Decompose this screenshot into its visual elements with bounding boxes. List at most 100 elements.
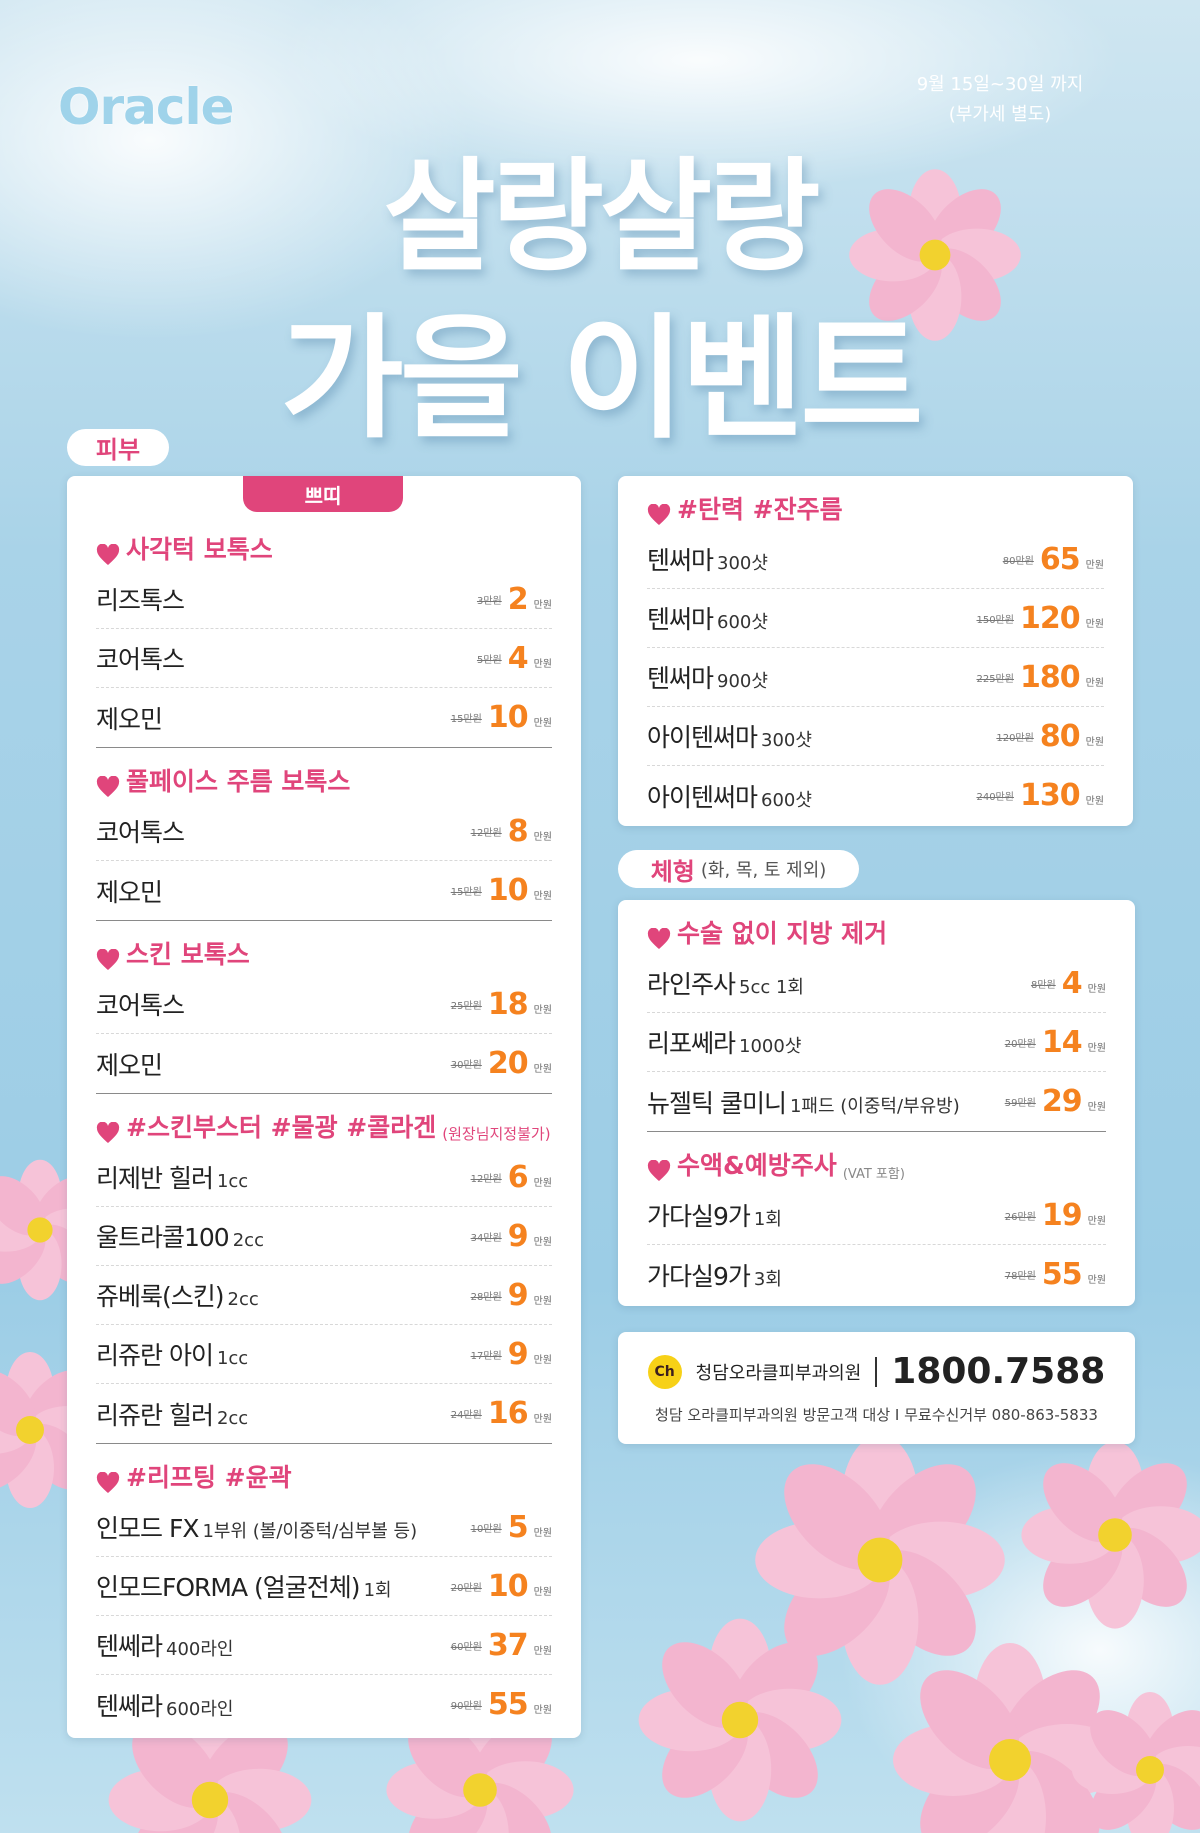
original-price: 26만원 [1004, 1211, 1036, 1223]
pricing: 25만원 18 만원 [451, 987, 552, 1022]
item-name: 제오민 [96, 1050, 163, 1080]
group: 수액&예방주사 (VAT 포함) 가다실9가 1회 26만원 19 만원 가다실9가 3회 78만… [647, 1132, 1106, 1304]
item: 텐써마 600샷 [647, 600, 768, 636]
item: 제오민 [96, 1046, 163, 1082]
group: 스킨 보톡스 코어톡스 25만원 18 만원 제오민 30만원 20 만원 [96, 921, 552, 1094]
pricing: 34만원 9 만원 [471, 1219, 552, 1254]
heart-icon [96, 1472, 120, 1493]
heart [96, 949, 120, 970]
price-unit: 만원 [533, 1705, 552, 1716]
price-row: 텐쎄라 400라인 60만원 37 만원 [96, 1616, 552, 1675]
section-tab: 피부 [67, 429, 169, 466]
event-price: 19 [1041, 1197, 1083, 1233]
price-unit: 만원 [1087, 1042, 1106, 1054]
group: #스킨부스터 #물광 #콜라겐 (원장님지정불가) 리제반 힐러 1cc 12만원 6 만원… [96, 1094, 552, 1444]
price-unit: 만원 [1085, 618, 1104, 630]
heart [96, 544, 120, 565]
event-price: 9 [507, 1277, 529, 1313]
pricing: 26만원 19 만원 [1005, 1198, 1106, 1233]
pricing: 8만원 4 만원 [1031, 966, 1106, 1001]
event-price: 55 [1041, 1257, 1083, 1292]
heart-icon [96, 949, 120, 970]
price-unit: 만원 [1087, 1215, 1106, 1227]
event-price: 130 [1019, 778, 1081, 813]
original-price: 34만원 [470, 1232, 502, 1244]
item-name: 가다실9가 [647, 1261, 751, 1291]
pricing: 15만원 10 만원 [451, 700, 552, 735]
period: 9월 15일~30일 까지 [916, 74, 1084, 95]
item: 리포쎄라 1000샷 [647, 1024, 801, 1060]
item-name: 제오민 [96, 877, 163, 907]
item-name: 제오민 [96, 704, 163, 734]
item: 리쥬란 힐러 2cc [96, 1396, 248, 1432]
item-detail: 1cc [216, 1348, 249, 1369]
item-detail: 600샷 [717, 612, 768, 633]
heart-icon [647, 928, 671, 949]
event-price: 8 [507, 813, 529, 849]
footer: 청담 오라클피부과의원 방문고객 대상 I 무료수신거부 080-863-583… [655, 1406, 1098, 1424]
original-price: 120만원 [996, 732, 1034, 744]
tab-note: (화, 목, 토 제외) [700, 860, 827, 881]
pricing: 225만원 180 만원 [976, 660, 1104, 695]
original-price: 150만원 [976, 614, 1014, 626]
original-price: 5만원 [476, 654, 502, 666]
item-detail: 3회 [753, 1268, 782, 1290]
item-detail: 300샷 [717, 553, 768, 574]
item-detail: 1회 [753, 1209, 782, 1230]
event-price: 9 [507, 1336, 529, 1372]
item-detail: 300샷 [761, 730, 812, 751]
pricing: 5만원 4 만원 [477, 641, 552, 676]
item-name: 리쥬란 힐러 [96, 1400, 214, 1430]
original-price: 3만원 [476, 595, 502, 607]
pricing: 3만원 2 만원 [477, 582, 552, 617]
original-price: 15만원 [450, 714, 482, 725]
original-price: 17만원 [470, 1350, 502, 1362]
group-heading: 수술 없이 지방 제거 [647, 900, 1106, 954]
item-name: 인모드FORMA (얼굴전체) [96, 1573, 361, 1602]
original-price: 59만원 [1004, 1098, 1036, 1109]
pricing: 20만원 10 만원 [451, 1569, 552, 1604]
heading-text: 사각턱 보톡스 [126, 535, 273, 564]
original-price: 60만원 [450, 1641, 482, 1653]
phone: 1800.7588 [891, 1351, 1106, 1392]
item: 뉴젤틱 쿨미니 1패드 (이중턱/부유방) [647, 1084, 960, 1120]
price-unit: 만원 [1085, 736, 1104, 748]
pricing: 59만원 29 만원 [1005, 1084, 1106, 1119]
price-row: 인모드 FX 1부위 (볼/이중턱/심부볼 등) 10만원 5 만원 [96, 1498, 552, 1557]
price-row: 텐쎄라 600라인 90만원 55 만원 [96, 1675, 552, 1734]
price-row: 제오민 15만원 10 만원 [96, 688, 552, 747]
original-price: 80만원 [1002, 555, 1034, 567]
item-name: 텐쎄라 [96, 1691, 163, 1721]
event-price: 4 [507, 640, 529, 676]
item: 리즈톡스 [96, 581, 185, 617]
item: 인모드 FX 1부위 (볼/이중턱/심부볼 등) [96, 1509, 417, 1545]
item-name: 텐써마 [647, 605, 714, 634]
item-name: 텐쎄라 [96, 1632, 163, 1661]
price-row: 인모드FORMA (얼굴전체) 1회 20만원 10 만원 [96, 1557, 552, 1616]
event-price: 4 [1061, 965, 1083, 1001]
item-name: 코어톡스 [96, 645, 185, 674]
pricing: 30만원 20 만원 [451, 1046, 552, 1081]
item-name: 아이텐써마 [647, 782, 758, 812]
price-row: 코어톡스 5만원 4 만원 [96, 629, 552, 688]
original-price: 12만원 [470, 827, 502, 839]
pricing: 90만원 55 만원 [451, 1687, 552, 1722]
original-price: 12만원 [470, 1173, 502, 1185]
event-price: 80 [1039, 718, 1081, 754]
logo: Oracle [58, 78, 235, 136]
event-price: 10 [487, 700, 529, 735]
price-unit: 만원 [1087, 983, 1106, 995]
heading-text: 수액&예방주사 [677, 1151, 837, 1180]
price-unit: 만원 [533, 658, 552, 670]
group: #탄력 #잔주름 텐써마 300샷 80만원 65 만원 텐써마 600샷 150만원 120 만원… [647, 476, 1104, 825]
heading-text: #리프팅 #윤곽 [126, 1463, 292, 1492]
clinic-name: 청담오라클피부과의원 [695, 1362, 862, 1384]
event-price: 10 [487, 873, 529, 908]
price-unit: 만원 [533, 718, 552, 729]
group-heading: #스킨부스터 #물광 #콜라겐 (원장님지정불가) [96, 1094, 552, 1148]
item: 울트라콜100 2cc [96, 1218, 264, 1254]
item-detail: 1회 [363, 1580, 392, 1601]
price-unit: 만원 [533, 1177, 552, 1189]
